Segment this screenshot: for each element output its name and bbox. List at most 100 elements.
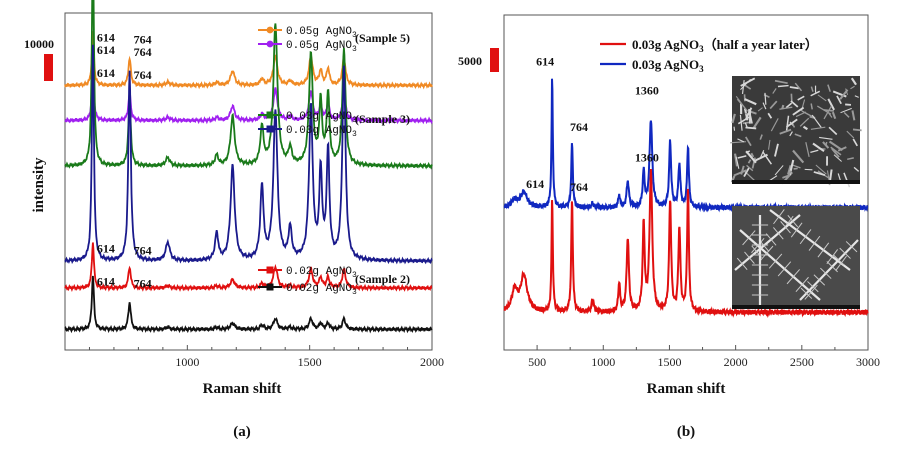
peak-label-b-red-614: 614: [526, 177, 544, 191]
panel-a: 10000 6147646147646147646147646147646147…: [24, 0, 444, 440]
panel-label-b: (b): [677, 424, 695, 440]
sem-flake: [853, 166, 860, 172]
series-line-b-blue: [503, 78, 869, 214]
sem-flake: [836, 95, 842, 105]
sem-flake: [823, 105, 832, 120]
sem-flake: [745, 126, 757, 130]
sem-flake: [745, 150, 757, 164]
sem-dendrite-branch: [773, 227, 784, 240]
legend-marker-navy: [266, 125, 274, 133]
sem-flake: [828, 140, 843, 152]
sem-inset-bottom-texture: [734, 209, 859, 305]
sem-flake: [811, 114, 822, 128]
sem-flake: [839, 89, 849, 100]
sem-flake: [772, 88, 777, 94]
sample-tag-2: (Sample 2): [355, 272, 410, 286]
legend-text-orange: 0.05g AgNO3: [286, 26, 357, 40]
sem-flake: [747, 159, 752, 164]
sem-dendrite-branch: [773, 209, 785, 225]
sem-dendrite-branch: [768, 253, 783, 269]
sem-flake: [759, 150, 765, 159]
sem-dendrite-branch: [826, 261, 838, 273]
sem-flake: [810, 90, 821, 97]
sem-flake: [744, 122, 748, 128]
sem-flake: [805, 142, 810, 157]
sem-flake: [737, 155, 747, 159]
sem-flake: [777, 84, 789, 88]
sample-tag-5: (Sample 5): [355, 31, 410, 45]
sem-flake: [786, 118, 798, 128]
sem-flake: [794, 82, 803, 92]
peak-label-a-purple-764: 764: [134, 68, 152, 82]
sem-flake: [737, 138, 745, 143]
curves-a: [64, 0, 433, 334]
sem-flake: [795, 111, 807, 118]
sem-dendrite-branch: [817, 242, 830, 258]
series-line-a-navy: [64, 44, 433, 265]
legend-text-red-b: 0.03g AgNO3（half a year later）: [632, 37, 818, 54]
sem-flake: [764, 92, 767, 105]
x-tick-label-a: 1000: [175, 355, 199, 369]
sem-dendrite-branch: [839, 247, 851, 259]
legend-sample5: 0.05g AgNO3 0.05g AgNO3 (Sample 5): [258, 26, 410, 54]
sem-dendrite-branch: [808, 235, 821, 251]
sem-dendrite-branch: [800, 287, 813, 299]
peak-label-a-red-614: 614: [97, 241, 115, 255]
sem-inset-bottom: [732, 206, 860, 309]
sem-flake: [833, 154, 842, 162]
sample-tag-3: (Sample 3): [355, 112, 410, 126]
sem-flake: [779, 106, 793, 110]
sem-dendrite-trunk: [739, 229, 821, 301]
sem-flake: [792, 149, 805, 164]
sem-flake: [752, 116, 762, 129]
series-line-b-red: [503, 168, 869, 319]
x-tick-label-b: 500: [528, 355, 546, 369]
sem-flake: [757, 107, 763, 112]
sem-flake: [831, 111, 837, 120]
peak-label-a-orange-764: 764: [134, 33, 152, 47]
scale-bar-label-a: 10000: [24, 37, 54, 51]
sem-flake: [827, 98, 835, 111]
sem-flake: [789, 86, 799, 90]
sem-dendrite-branch: [780, 221, 791, 234]
panel-b: 5000 614 764 1360 614 764 1360 500 1000 1500 200…: [458, 14, 880, 440]
sem-flake: [815, 164, 827, 175]
sem-flake: [794, 133, 802, 138]
peak-annotations-b: 614 764 1360 614 764 1360: [526, 54, 659, 194]
sem-flake: [810, 103, 813, 110]
sem-flake: [733, 169, 748, 177]
sem-flake: [770, 118, 779, 132]
legend-b: 0.03g AgNO3（half a year later） 0.03g AgN…: [600, 37, 818, 74]
sem-flake: [797, 95, 805, 101]
sem-flake: [767, 112, 773, 119]
sem-flake: [847, 157, 854, 161]
sem-flake: [789, 131, 793, 137]
series-line-a-green: [64, 0, 433, 170]
sem-flake: [813, 171, 826, 176]
sem-dendrite-branch: [742, 230, 756, 246]
sem-flake: [785, 115, 790, 131]
x-tick-label-b: 1500: [657, 355, 681, 369]
sem-flake: [779, 128, 792, 135]
sem-flake: [843, 172, 851, 188]
sem-dendrite-branch: [765, 233, 777, 246]
sem-inset-bottom-bg: [732, 206, 860, 309]
sem-dendrite-trunk: [734, 214, 801, 271]
sem-flake: [843, 111, 850, 118]
x-tick-label-b: 3000: [856, 355, 880, 369]
legend-text-red: 0.02g AgNO3: [286, 266, 357, 280]
sem-flake: [762, 151, 773, 165]
x-ticks-a: 1000 1500 2000: [88, 345, 444, 369]
peak-label-a-orange-614: 614: [97, 31, 115, 45]
curves-b: [503, 78, 869, 319]
x-tick-label-b: 1000: [591, 355, 615, 369]
peak-label-a-black-764: 764: [134, 277, 152, 291]
legend-text-navy: 0.03g AgNO3: [286, 125, 357, 139]
plot-frame-a: [64, 12, 433, 351]
peak-label-a-red-764: 764: [134, 243, 152, 257]
sem-inset-top-footer: [732, 180, 860, 184]
series-line-a-black: [64, 275, 433, 334]
panel-label-a: (a): [233, 424, 251, 440]
peak-annotations-a: 614764614764614764614764614764614764: [97, 31, 152, 291]
